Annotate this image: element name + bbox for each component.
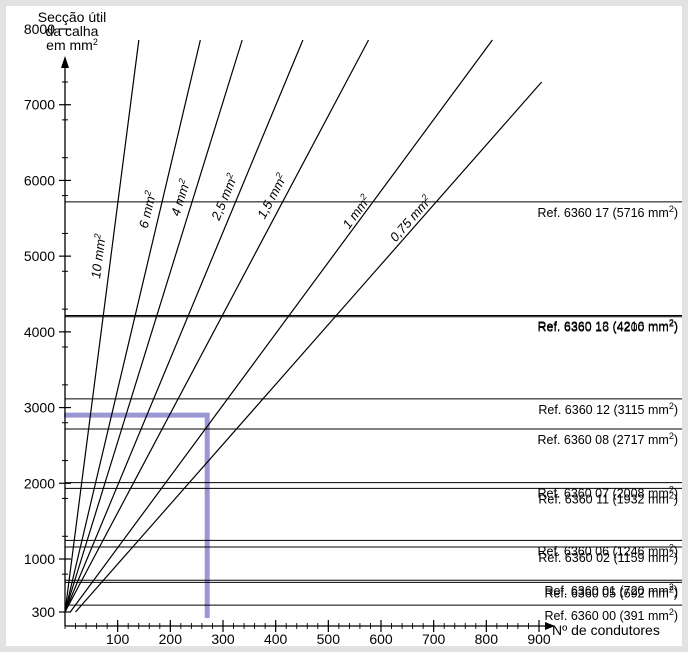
y-tick-label: 2000 — [24, 475, 55, 491]
x-tick-label: 100 — [106, 631, 130, 646]
reference-label: Ref. 6360 16 (4200 mm2) — [537, 319, 678, 335]
x-axis-arrow — [545, 622, 555, 630]
reference-label: Ref. 6360 13 (4216 mm2) — [537, 318, 678, 334]
y-tick-label: 8000 — [24, 21, 55, 37]
x-tick-label: 700 — [422, 631, 446, 646]
reference-label: Ref. 6360 02 (1159 mm2) — [538, 549, 678, 565]
y-tick-label: 3000 — [24, 400, 55, 416]
y-axis-title: em mm2 — [46, 37, 98, 53]
x-tick-label: 800 — [475, 631, 499, 646]
y-tick-label: 5000 — [24, 248, 55, 264]
x-tick-label: 200 — [159, 631, 183, 646]
example-marker — [64, 412, 210, 618]
series-line — [64, 39, 140, 613]
chart-panel: Ref. 6360 25 (8730 mm2)Ref. 6360 17 (571… — [6, 6, 682, 647]
y-axis-title: da calha — [46, 23, 99, 39]
series-line — [64, 39, 370, 613]
y-tick-label: 6000 — [24, 172, 55, 188]
y-axis-arrow — [61, 56, 69, 68]
reference-label: Ref. 6360 08 (2717 mm2) — [537, 431, 678, 447]
reference-label: Ref. 6360 12 (3115 mm2) — [538, 401, 678, 417]
x-axis-title: Nº de condutores — [552, 622, 660, 638]
x-tick-label: 400 — [264, 631, 288, 646]
y-tick-label: 1000 — [24, 551, 55, 567]
series-line — [75, 81, 543, 613]
x-tick-label: 500 — [317, 631, 341, 646]
x-tick-label: 600 — [369, 631, 393, 646]
y-tick-label: 7000 — [24, 97, 55, 113]
series-label: 0,75 mm2 — [386, 192, 435, 244]
series-line — [64, 39, 243, 613]
series-label: 1,5 mm2 — [253, 171, 290, 221]
series-label: 6 mm2 — [135, 189, 159, 229]
reference-label: Ref. 6360 05 (692 mm2) — [544, 584, 678, 600]
reference-label: Ref. 6360 11 (1932 mm2) — [538, 490, 678, 506]
reference-label: Ref. 6360 07 (2008 mm2) — [537, 485, 678, 501]
reference-label: Ref. 6360 00 (391 mm2) — [544, 607, 678, 623]
reference-label: Ref. 6360 01 (720 mm2) — [544, 582, 678, 598]
x-tick-label: 900 — [527, 631, 551, 646]
series-label: 2,5 mm2 — [207, 171, 241, 223]
series-label: 10 mm2 — [87, 233, 109, 279]
series-line — [69, 39, 493, 613]
series-line — [64, 39, 201, 613]
y-tick-label: 4000 — [24, 324, 55, 340]
y-axis-title: Secção útil — [38, 9, 106, 25]
x-tick-label: 300 — [211, 631, 235, 646]
series-line — [64, 39, 304, 613]
reference-label: Ref. 6360 17 (5716 mm2) — [537, 204, 678, 220]
chart-svg: Ref. 6360 25 (8730 mm2)Ref. 6360 17 (571… — [24, 9, 682, 647]
y-tick-label: 300 — [32, 604, 56, 620]
